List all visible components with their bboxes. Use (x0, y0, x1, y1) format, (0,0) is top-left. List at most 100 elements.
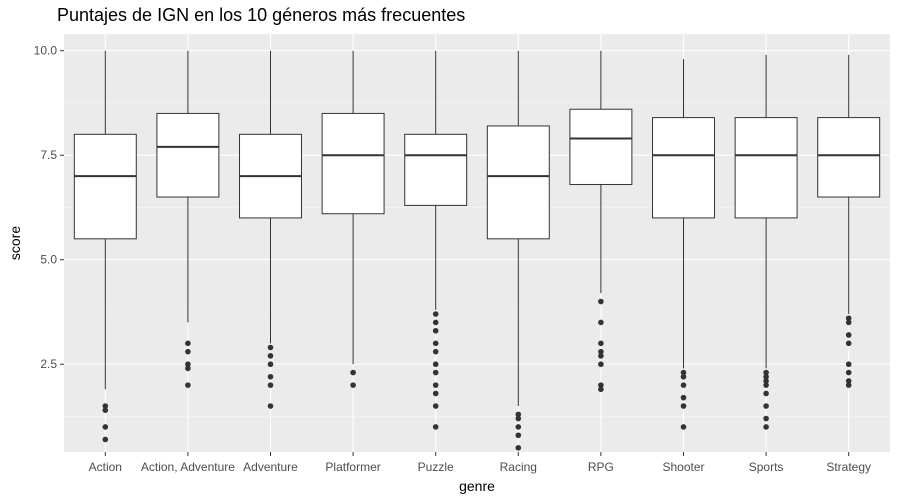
outlier-point (185, 361, 191, 368)
outlier-point (763, 369, 769, 376)
box-iqr (404, 133, 468, 206)
outlier-point (432, 327, 439, 334)
box-iqr (486, 125, 550, 240)
x-axis: Action Action, Adventure Adventure Platform… (89, 452, 871, 474)
box-platformer (321, 50, 385, 388)
outlier-point (515, 432, 522, 439)
box-adventure (239, 50, 302, 409)
outlier-point (102, 424, 109, 430)
y-tick-label: 10.0 (34, 44, 58, 58)
outlier-point (763, 378, 769, 384)
box-puzzle (404, 50, 468, 430)
boxes-layer (73, 50, 881, 451)
outlier-point (267, 353, 274, 359)
outlier-point (432, 424, 439, 430)
x-tick-label: Action (89, 460, 122, 474)
box-iqr (321, 112, 385, 215)
x-tick-label: Platformer (325, 460, 380, 474)
outlier-point (845, 315, 852, 322)
outlier-point (185, 348, 191, 355)
x-tick-label: Shooter (662, 460, 704, 474)
outlier-point (432, 311, 439, 317)
box-action-adventure (156, 50, 220, 388)
box-shooter (652, 59, 715, 430)
x-tick-label: Adventure (243, 460, 298, 474)
box-strategy (817, 54, 881, 388)
box-racing (486, 50, 550, 451)
box-iqr (156, 112, 220, 198)
outlier-point (267, 373, 274, 380)
y-tick-label: 7.5 (40, 148, 57, 162)
outlier-point (598, 353, 604, 359)
x-tick-label: RPG (588, 460, 614, 474)
outlier-point (350, 382, 356, 388)
outlier-point (267, 403, 274, 409)
outlier-point (680, 394, 687, 401)
outlier-point (763, 403, 769, 409)
x-tick-label: Puzzle (418, 460, 454, 474)
x-tick-label: Racing (500, 460, 537, 474)
outlier-point (845, 369, 852, 376)
outlier-point (763, 373, 769, 380)
box-sports (734, 54, 798, 430)
plot-panel (64, 34, 890, 452)
outlier-point (102, 403, 109, 409)
outlier-point (680, 382, 687, 388)
outlier-point (763, 390, 769, 397)
outlier-point (598, 361, 604, 368)
outlier-point (763, 382, 769, 388)
outlier-point (267, 344, 274, 351)
outlier-point (267, 382, 274, 388)
box-action (73, 50, 137, 443)
outlier-point (432, 403, 439, 409)
outlier-point (515, 415, 522, 422)
outlier-point (845, 319, 852, 326)
outlier-point (102, 436, 109, 443)
outlier-point (845, 378, 852, 384)
outlier-point (845, 340, 852, 347)
x-tick-label: Strategy (826, 460, 871, 474)
outlier-point (432, 382, 439, 388)
outlier-point (350, 369, 356, 376)
outlier-point (185, 382, 191, 388)
outlier-point (763, 415, 769, 422)
outlier-point (515, 424, 522, 430)
y-tick-label: 5.0 (40, 253, 57, 267)
outlier-point (515, 411, 522, 418)
y-axis-title: score (7, 226, 23, 260)
box-iqr (652, 117, 715, 219)
outlier-point (185, 365, 191, 372)
box-iqr (734, 117, 798, 219)
outlier-point (598, 298, 604, 305)
outlier-point (432, 319, 439, 326)
outlier-point (845, 361, 852, 368)
outlier-point (598, 319, 604, 326)
outlier-point (515, 445, 522, 451)
y-tick-label: 2.5 (40, 357, 57, 371)
outlier-point (102, 407, 109, 414)
outlier-point (432, 340, 439, 347)
outlier-point (432, 369, 439, 376)
box-iqr (817, 117, 881, 198)
outlier-point (680, 373, 687, 380)
box-rpg (569, 50, 633, 393)
outlier-point (267, 361, 274, 368)
box-iqr (569, 108, 633, 185)
outlier-point (432, 390, 439, 397)
outlier-point (598, 340, 604, 347)
outlier-point (763, 424, 769, 430)
outlier-point (680, 424, 687, 430)
outlier-point (845, 382, 852, 388)
outlier-point (845, 332, 852, 338)
x-tick-label: Action, Adventure (141, 460, 235, 474)
outlier-point (680, 403, 687, 409)
outlier-point (432, 361, 439, 368)
outlier-point (185, 340, 191, 347)
outlier-point (598, 348, 604, 355)
x-axis-title: genre (459, 478, 495, 494)
x-tick-label: Sports (749, 460, 784, 474)
y-axis: 2.5 5.0 7.5 10.0 (34, 44, 64, 371)
outlier-point (598, 382, 604, 388)
